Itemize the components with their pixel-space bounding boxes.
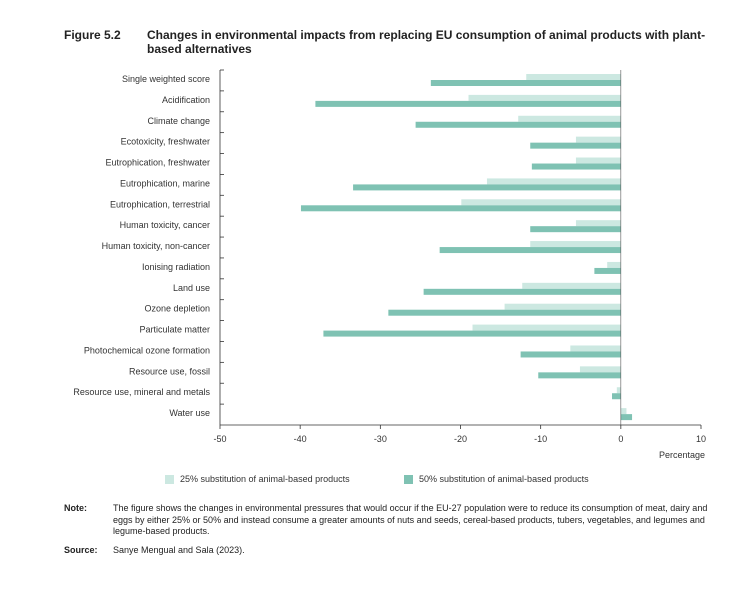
bar-chart: Single weighted score Acidification Climat… bbox=[73, 69, 706, 460]
category-label-16: Water use bbox=[169, 408, 210, 418]
x-tick-label-5: 0 bbox=[618, 434, 623, 444]
category-label-2: Climate change bbox=[147, 116, 210, 126]
legend-label-50: 50% substitution of animal-based product… bbox=[419, 474, 589, 484]
x-tick-label-4: -10 bbox=[534, 434, 547, 444]
bar-50-13 bbox=[520, 351, 621, 358]
category-label-5: Eutrophication, marine bbox=[120, 178, 210, 188]
figure-title: Changes in environmental impacts from re… bbox=[147, 28, 706, 56]
bar-50-15 bbox=[612, 393, 621, 400]
bar-25-11 bbox=[504, 303, 621, 310]
bar-50-11 bbox=[388, 309, 621, 316]
note-text: The figure shows the changes in environm… bbox=[113, 503, 708, 536]
bar-25-14 bbox=[579, 366, 621, 373]
source-label: Source: bbox=[64, 545, 98, 555]
category-label-1: Acidification bbox=[162, 95, 210, 105]
bar-50-6 bbox=[300, 205, 621, 212]
legend-label-25: 25% substitution of animal-based product… bbox=[180, 474, 350, 484]
category-label-9: Ionising radiation bbox=[142, 262, 210, 272]
note-label: Note: bbox=[64, 503, 87, 513]
legend-item-50: 50% substitution of animal-based product… bbox=[404, 474, 589, 484]
bar-25-5 bbox=[486, 178, 621, 185]
bar-50-5 bbox=[353, 184, 621, 191]
bar-25-12 bbox=[472, 324, 621, 331]
x-tick-label-2: -30 bbox=[374, 434, 387, 444]
category-label-6: Eutrophication, terrestrial bbox=[110, 199, 210, 209]
bar-50-12 bbox=[323, 330, 621, 337]
bar-50-3 bbox=[530, 142, 621, 149]
bar-25-15 bbox=[616, 387, 621, 394]
bar-50-0 bbox=[430, 80, 621, 86]
legend-swatch-25 bbox=[165, 474, 174, 484]
source-text: Sanye Mengual and Sala (2023). bbox=[113, 545, 245, 555]
x-tick-label-1: -40 bbox=[294, 434, 307, 444]
legend-swatch-50 bbox=[404, 474, 413, 484]
category-label-4: Eutrophication, freshwater bbox=[105, 158, 210, 168]
bar-50-10 bbox=[423, 288, 621, 295]
bar-25-6 bbox=[461, 199, 621, 206]
legend-item-25: 25% substitution of animal-based product… bbox=[165, 474, 350, 484]
bar-50-14 bbox=[538, 372, 621, 379]
category-label-14: Resource use, fossil bbox=[129, 366, 210, 376]
bar-25-16 bbox=[620, 408, 627, 415]
category-label-8: Human toxicity, non-cancer bbox=[102, 241, 210, 251]
figure-number: Figure 5.2 bbox=[64, 28, 121, 42]
x-tick-label-0: -50 bbox=[213, 434, 226, 444]
bar-50-4 bbox=[531, 163, 621, 170]
category-label-15: Resource use, mineral and metals bbox=[73, 387, 210, 397]
category-label-3: Ecotoxicity, freshwater bbox=[121, 137, 210, 147]
category-label-10: Land use bbox=[173, 283, 210, 293]
bar-50-7 bbox=[530, 226, 621, 233]
bar-25-2 bbox=[518, 115, 621, 122]
bar-50-16 bbox=[620, 414, 633, 421]
bar-25-7 bbox=[575, 220, 621, 227]
bar-25-1 bbox=[468, 94, 621, 101]
bar-50-9 bbox=[594, 267, 621, 274]
bar-50-8 bbox=[439, 247, 621, 254]
bar-25-13 bbox=[570, 345, 621, 352]
category-label-11: Ozone depletion bbox=[144, 304, 210, 314]
x-axis-title: Percentage bbox=[659, 450, 705, 460]
category-label-7: Human toxicity, cancer bbox=[120, 220, 210, 230]
x-tick-label-6: 10 bbox=[696, 434, 706, 444]
bar-25-10 bbox=[522, 282, 621, 289]
category-label-13: Photochemical ozone formation bbox=[84, 345, 210, 355]
x-tick-label-3: -20 bbox=[454, 434, 467, 444]
bar-25-9 bbox=[607, 261, 621, 268]
category-label-0: Single weighted score bbox=[122, 74, 210, 84]
bar-50-2 bbox=[415, 121, 621, 128]
bar-25-8 bbox=[530, 241, 621, 248]
bar-50-1 bbox=[315, 100, 621, 107]
bar-25-4 bbox=[575, 157, 621, 164]
bar-25-3 bbox=[575, 136, 621, 143]
bar-25-0 bbox=[526, 74, 621, 80]
category-label-12: Particulate matter bbox=[139, 325, 210, 335]
